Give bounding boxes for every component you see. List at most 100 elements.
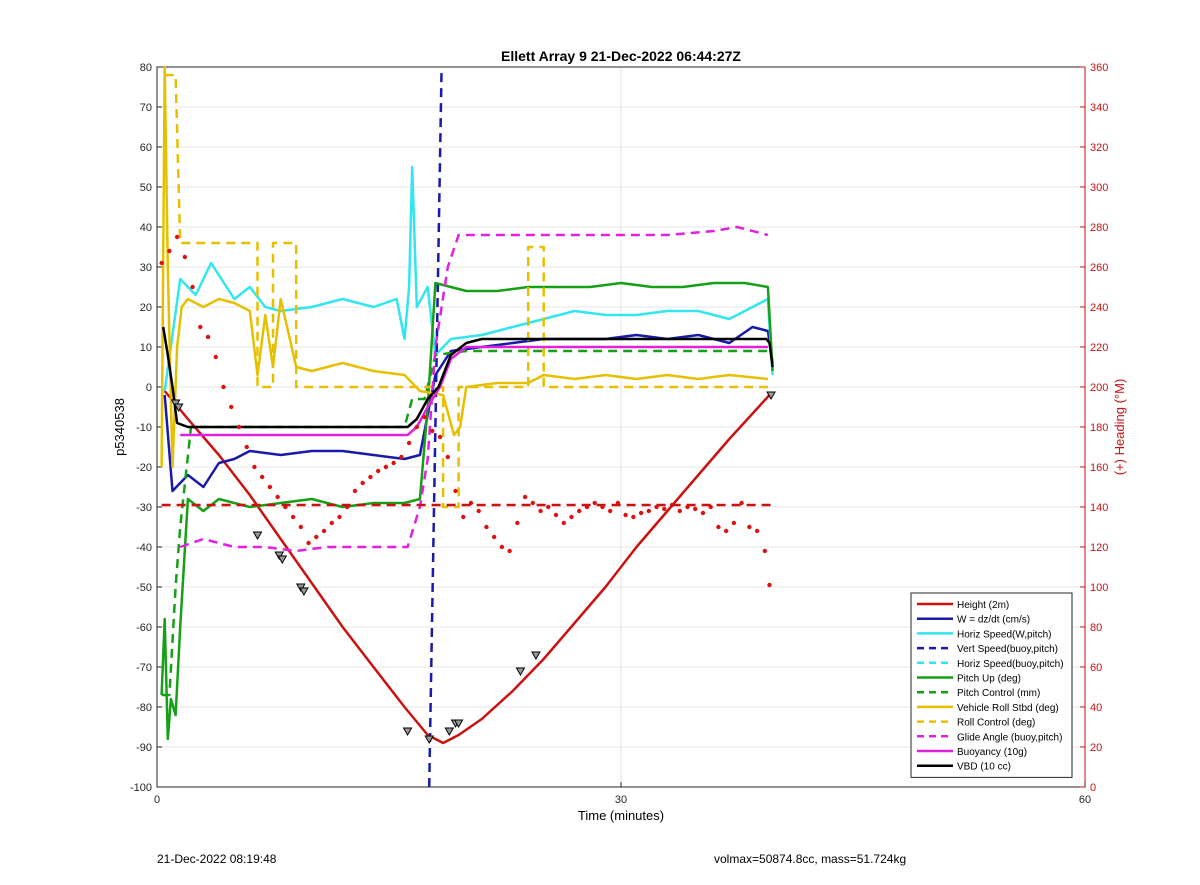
- heading-point: [422, 414, 427, 420]
- heading-point: [229, 404, 234, 410]
- heading-point: [767, 582, 772, 588]
- height-marker: [444, 727, 455, 737]
- heading-point: [538, 508, 543, 514]
- y2-tick-label: 340: [1090, 102, 1108, 114]
- footer-timestamp: 21-Dec-2022 08:19:48: [157, 852, 277, 866]
- y-tick-label: -70: [136, 662, 152, 674]
- heading-point: [507, 548, 512, 554]
- heading-point: [592, 500, 597, 506]
- y-tick-label: 50: [140, 182, 152, 194]
- heading-point: [430, 428, 435, 434]
- heading-point: [515, 520, 520, 526]
- legend-entry: Pitch Up (deg): [957, 674, 1021, 685]
- series-line-vert-speed-buoy-pitch: [427, 66, 443, 788]
- height-marker: [766, 391, 776, 401]
- heading-point: [252, 464, 257, 470]
- x-tick-label: 30: [615, 794, 627, 806]
- heading-point: [662, 506, 667, 512]
- heading-point: [298, 524, 304, 530]
- legend-entry: Vert Speed(buoy,pitch): [957, 644, 1058, 655]
- heading-point: [638, 510, 644, 516]
- heading-point: [747, 524, 752, 530]
- legend-entry: Horiz Speed(buoy,pitch): [957, 659, 1064, 670]
- y-tick-label: -60: [136, 622, 152, 634]
- y2-tick-label: 20: [1090, 742, 1102, 754]
- y-tick-label: -90: [136, 742, 152, 754]
- height-marker: [402, 727, 413, 737]
- x-axis-label: Time (minutes): [578, 808, 664, 823]
- height-marker: [453, 719, 464, 729]
- heading-point: [221, 384, 226, 390]
- y-tick-label: 70: [140, 102, 152, 114]
- y-tick-label: 30: [140, 262, 152, 274]
- heading-point: [337, 514, 342, 520]
- heading-point: [577, 508, 582, 514]
- y-tick-label: 10: [140, 342, 152, 354]
- plot-layer: [159, 65, 774, 788]
- heading-point: [267, 484, 273, 490]
- height-marker: [515, 667, 526, 677]
- heading-point: [754, 528, 760, 534]
- heading-point: [190, 284, 195, 290]
- y-tick-label: 40: [140, 222, 152, 234]
- height-marker: [173, 403, 184, 413]
- heading-point: [375, 468, 381, 474]
- heading-point: [321, 528, 327, 534]
- y2-tick-label: 200: [1090, 382, 1108, 394]
- heading-point: [569, 514, 574, 520]
- legend-entry: Pitch Control (mm): [957, 688, 1040, 699]
- heading-point: [352, 488, 358, 494]
- heading-point: [731, 520, 737, 526]
- y-axis-label: p5340538: [112, 398, 127, 456]
- y-tick-label: -10: [136, 422, 152, 434]
- y-tick-label: -30: [136, 502, 152, 514]
- series-line-buoyancy-10g: [180, 345, 768, 437]
- height-marker: [424, 735, 435, 745]
- heading-point: [244, 444, 249, 450]
- y2-tick-label: 60: [1090, 662, 1102, 674]
- series-line-pitch-control-mm: [161, 349, 768, 697]
- heading-point: [677, 508, 682, 514]
- y2-tick-label: 360: [1090, 62, 1108, 74]
- heading-point: [205, 334, 211, 340]
- heading-point: [159, 260, 164, 266]
- y-tick-label: -20: [136, 462, 152, 474]
- heading-point: [546, 504, 551, 510]
- heading-point: [437, 434, 443, 440]
- y-tick-label: 20: [140, 302, 152, 314]
- heading-point: [368, 474, 373, 480]
- heading-point: [607, 508, 613, 514]
- legend-entry: W = dz/dt (cm/s): [957, 615, 1030, 626]
- series-line-pitch-up-deg: [160, 281, 774, 741]
- legend-entry: VBD (10 cc): [957, 762, 1011, 773]
- y2-tick-label: 220: [1090, 342, 1108, 354]
- heading-point: [329, 520, 334, 526]
- heading-point: [646, 508, 652, 514]
- y2-tick-label: 120: [1090, 542, 1108, 554]
- heading-point: [383, 464, 389, 470]
- y2-tick-label: 300: [1090, 182, 1108, 194]
- heading-point: [476, 508, 481, 514]
- heading-point: [391, 460, 396, 466]
- y2-tick-label: 180: [1090, 422, 1108, 434]
- legend: Height (2m) W = dz/dt (cm/s) Horiz Speed(W…: [910, 592, 1073, 778]
- y2-tick-label: 80: [1090, 622, 1102, 634]
- height-marker: [531, 651, 541, 661]
- y2-tick-label: 140: [1090, 502, 1108, 514]
- heading-point: [522, 494, 528, 500]
- heading-point: [723, 528, 729, 534]
- heading-point: [314, 534, 319, 540]
- y2-tick-label: 240: [1090, 302, 1108, 314]
- y-tick-label: -40: [136, 542, 152, 554]
- heading-point: [623, 512, 628, 518]
- heading-point: [174, 234, 180, 240]
- heading-point: [491, 534, 497, 540]
- heading-point: [182, 254, 188, 260]
- y2-tick-label: 320: [1090, 142, 1108, 154]
- legend-entry: Glide Angle (buoy,pitch): [957, 732, 1062, 743]
- heading-point: [360, 480, 365, 486]
- heading-point: [762, 548, 768, 554]
- heading-point: [198, 324, 203, 330]
- heading-point: [259, 474, 265, 480]
- series-line-horiz-speed-w-pitch: [163, 165, 774, 392]
